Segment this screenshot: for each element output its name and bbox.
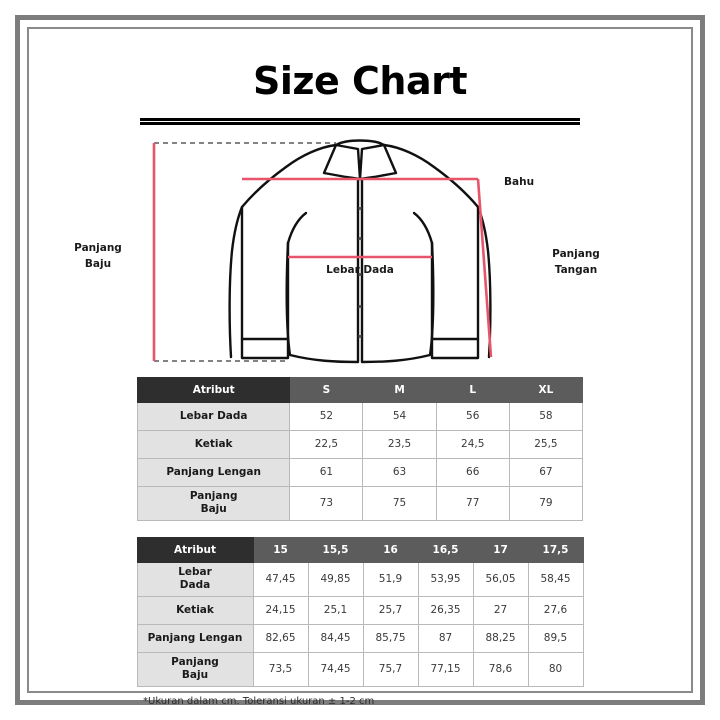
column-header-16: 16 — [362, 536, 419, 563]
cell-value: 56,05 — [472, 561, 529, 597]
outer-border-frame — [15, 15, 705, 705]
cell-value: 73,5 — [252, 651, 309, 687]
table-row: Panjang Lengan 82,65 84,45 85,75 87 88,2… — [136, 623, 584, 653]
row-label: Panjang Baju — [136, 651, 254, 687]
column-header-m: M — [362, 376, 437, 403]
shirt-diagram: Bahu Lebar Dada Panjang Baju Panjang Tan… — [36, 133, 684, 371]
cell-value: 23,5 — [362, 429, 437, 459]
title-divider — [140, 117, 580, 125]
cell-value: 49,85 — [307, 561, 364, 597]
cell-value: 24,5 — [435, 429, 510, 459]
length-guide-dashed — [154, 142, 336, 362]
cell-value: 79 — [508, 485, 584, 521]
cell-value: 67 — [508, 457, 584, 487]
cell-value: 52 — [289, 401, 364, 431]
cell-value: 24,15 — [252, 595, 309, 625]
cell-value: 25,7 — [362, 595, 419, 625]
cell-value: 78,6 — [472, 651, 529, 687]
column-header-17: 17 — [472, 536, 529, 563]
cell-value: 73 — [289, 485, 364, 521]
letter-size-table: Atribut S M L XL Lebar Dada 52 54 56 58 … — [136, 376, 584, 521]
label-lebar-dada: Lebar Dada — [326, 264, 394, 276]
cell-value: 87 — [417, 623, 474, 653]
table-row: Lebar Dada 52 54 56 58 — [136, 401, 584, 431]
cell-value: 63 — [362, 457, 437, 487]
row-label: Ketiak — [136, 595, 254, 625]
sleeve-length-line — [476, 178, 493, 357]
table-row: Ketiak 22,5 23,5 24,5 25,5 — [136, 429, 584, 459]
cell-value: 58,45 — [527, 561, 584, 597]
cell-value: 61 — [289, 457, 364, 487]
cell-value: 25,1 — [307, 595, 364, 625]
label-panjang-baju-line2: Baju — [85, 258, 111, 270]
page-content: Size Chart — [36, 36, 684, 707]
cell-value: 22,5 — [289, 429, 364, 459]
label-bahu: Bahu — [504, 176, 534, 188]
page-title: Size Chart — [252, 59, 468, 103]
label-panjang-tangan-line2: Tangan — [555, 264, 597, 276]
table-body: Lebar Dada 52 54 56 58 Ketiak 22,5 23,5 … — [136, 401, 584, 521]
column-header-attribute: Atribut — [136, 536, 254, 563]
row-label: Lebar Dada — [136, 401, 291, 431]
numeric-size-table: Atribut 15 15,5 16 16,5 17 17,5 Lebar Dad… — [136, 536, 584, 687]
cell-value: 88,25 — [472, 623, 529, 653]
cell-value: 74,45 — [307, 651, 364, 687]
cell-value: 75,7 — [362, 651, 419, 687]
cell-value: 47,45 — [252, 561, 309, 597]
table-row: Panjang Lengan 61 63 66 67 — [136, 457, 584, 487]
cell-value: 53,95 — [417, 561, 474, 597]
cell-value: 54 — [362, 401, 437, 431]
row-label: Panjang Baju — [136, 485, 291, 521]
label-panjang-tangan-line1: Panjang — [552, 248, 600, 260]
column-header-17-5: 17,5 — [527, 536, 584, 563]
table-row: Panjang Baju 73,5 74,45 75,7 77,15 78,6 8… — [136, 651, 584, 687]
cell-value: 26,35 — [417, 595, 474, 625]
row-label: Lebar Dada — [136, 561, 254, 597]
column-header-attribute: Atribut — [136, 376, 291, 403]
column-header-xl: XL — [508, 376, 584, 403]
column-header-15: 15 — [252, 536, 309, 563]
table-row: Ketiak 24,15 25,1 25,7 26,35 27 27,6 — [136, 595, 584, 625]
cell-value: 80 — [527, 651, 584, 687]
table-header-row: Atribut 15 15,5 16 16,5 17 17,5 — [136, 536, 584, 563]
column-header-15-5: 15,5 — [307, 536, 364, 563]
row-label: Panjang Lengan — [136, 623, 254, 653]
measurement-lines — [152, 142, 493, 361]
column-header-16-5: 16,5 — [417, 536, 474, 563]
cell-value: 58 — [508, 401, 584, 431]
label-panjang-baju-line1: Panjang — [74, 242, 122, 254]
cell-value: 82,65 — [252, 623, 309, 653]
cell-value: 56 — [435, 401, 510, 431]
row-label: Panjang Lengan — [136, 457, 291, 487]
table-body: Lebar Dada 47,45 49,85 51,9 53,95 56,05 5… — [136, 561, 584, 687]
cell-value: 89,5 — [527, 623, 584, 653]
button-placket-icon — [358, 206, 362, 338]
table-row: Lebar Dada 47,45 49,85 51,9 53,95 56,05 5… — [136, 561, 584, 597]
table-header-row: Atribut S M L XL — [136, 376, 584, 403]
column-header-s: S — [289, 376, 364, 403]
shirt-outline-icon — [228, 139, 492, 364]
cell-value: 27 — [472, 595, 529, 625]
row-label: Ketiak — [136, 429, 291, 459]
table-row: Panjang Baju 73 75 77 79 — [136, 485, 584, 521]
inner-border-frame — [27, 27, 693, 693]
cell-value: 51,9 — [362, 561, 419, 597]
cell-value: 84,45 — [307, 623, 364, 653]
cell-value: 77 — [435, 485, 510, 521]
measurement-footnote: *Ukuran dalam cm. Toleransi ukuran ± 1-2… — [143, 695, 375, 707]
column-header-l: L — [435, 376, 510, 403]
cell-value: 77,15 — [417, 651, 474, 687]
cell-value: 75 — [362, 485, 437, 521]
cell-value: 66 — [435, 457, 510, 487]
cell-value: 85,75 — [362, 623, 419, 653]
cell-value: 27,6 — [527, 595, 584, 625]
cell-value: 25,5 — [508, 429, 584, 459]
